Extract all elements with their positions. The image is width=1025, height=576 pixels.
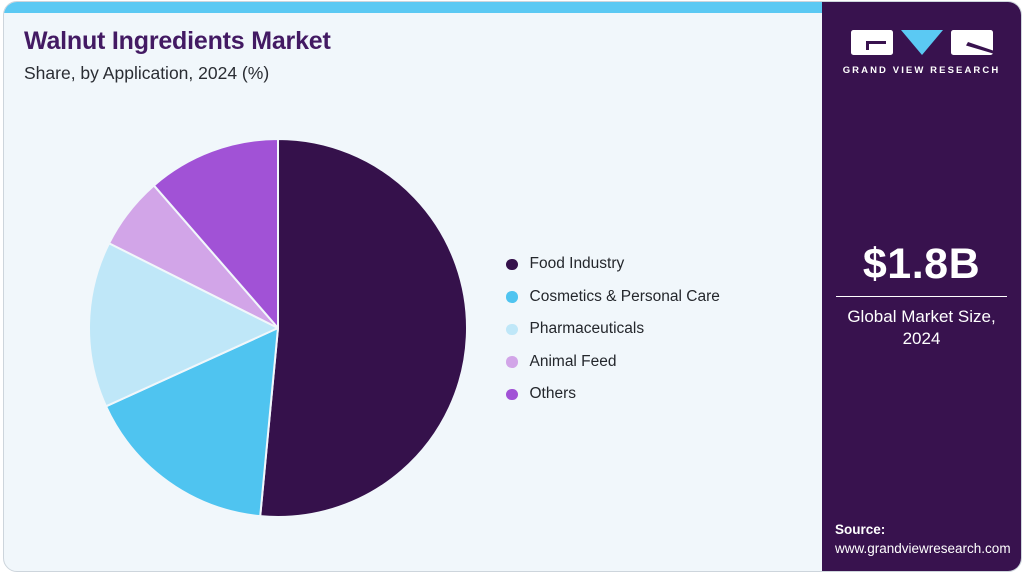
source-label: Source:	[835, 522, 886, 537]
gvr-logo-icon	[850, 30, 993, 55]
market-size-divider	[836, 296, 1007, 297]
gvr-logo: GRAND VIEW RESEARCH	[822, 29, 1021, 76]
legend: Food Industry Cosmetics & Personal Care …	[506, 248, 720, 411]
pie-slice-pharmaceuticals	[88, 242, 279, 408]
legend-item-food-industry: Food Industry	[506, 248, 720, 281]
legend-item-others: Others	[506, 378, 720, 411]
legend-label: Pharmaceuticals	[529, 320, 645, 338]
pie-slice-food-industry	[259, 138, 468, 518]
market-size-value: $1.8B	[862, 240, 981, 288]
source-url: www.grandviewresearch.com	[835, 541, 1011, 556]
pie-slice-others	[152, 138, 279, 329]
logo-r-glyph	[965, 42, 993, 54]
brand-sidebar: GRAND VIEW RESEARCH $1.8B Global Market …	[822, 2, 1021, 571]
legend-swatch-cosmetics-personal-care	[506, 291, 518, 303]
page-subtitle: Share, by Application, 2024 (%)	[24, 62, 270, 83]
legend-swatch-animal-feed	[506, 356, 518, 368]
logo-g-glyph	[865, 41, 886, 50]
brand-name: GRAND VIEW RESEARCH	[842, 65, 1001, 76]
legend-item-animal-feed: Animal Feed	[506, 346, 720, 379]
top-accent-bar	[4, 2, 822, 13]
pie-chart	[88, 138, 468, 518]
legend-label: Cosmetics & Personal Care	[529, 287, 720, 305]
pie-slice-cosmetics-personal-care	[104, 327, 279, 518]
legend-swatch-pharmaceuticals	[506, 323, 518, 335]
legend-swatch-food-industry	[506, 258, 518, 270]
legend-label: Others	[529, 385, 577, 403]
chart-header: Walnut Ingredients Market Share, by Appl…	[24, 27, 331, 84]
source-block: Source: www.grandviewresearch.com	[835, 522, 1015, 556]
market-size-block: $1.8B Global Market Size, 2024	[836, 240, 1007, 351]
legend-label: Animal Feed	[529, 352, 617, 370]
legend-swatch-others	[506, 388, 518, 400]
pie-chart-container	[86, 136, 470, 520]
legend-label: Food Industry	[529, 255, 625, 273]
market-size-label: Global Market Size, 2024	[847, 307, 996, 349]
legend-item-pharmaceuticals: Pharmaceuticals	[506, 313, 720, 346]
chart-card: Walnut Ingredients Market Share, by Appl…	[3, 1, 1022, 572]
legend-item-cosmetics-personal-care: Cosmetics & Personal Care	[506, 281, 720, 314]
logo-v-triangle	[900, 30, 943, 55]
page-title: Walnut Ingredients Market	[24, 27, 331, 55]
